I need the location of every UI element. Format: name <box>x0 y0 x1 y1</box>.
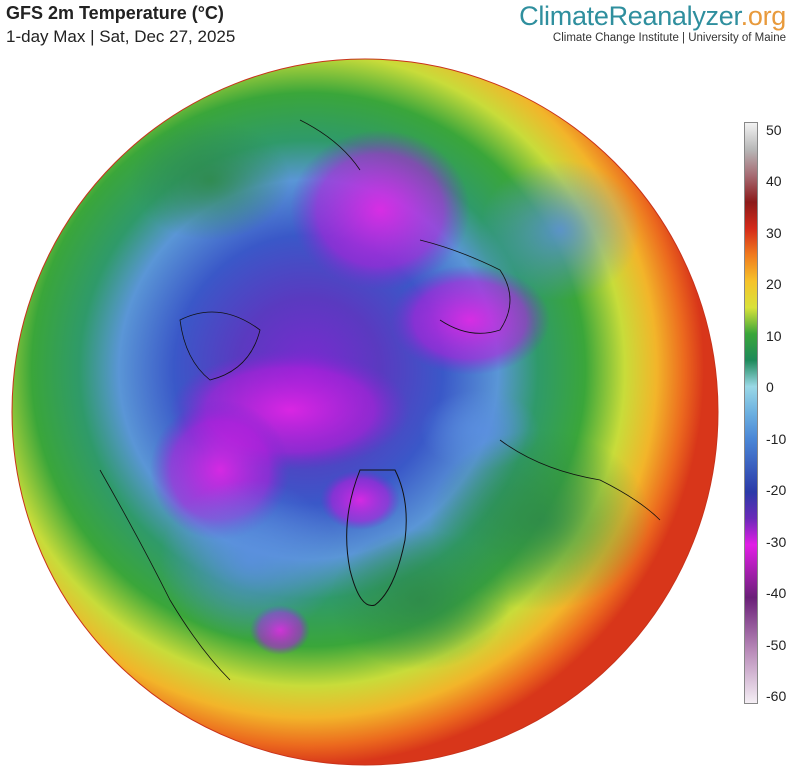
legend-tick-label: -50 <box>766 636 787 653</box>
brand-part-reanalyzer: Reanalyzer <box>608 1 741 31</box>
legend-color-bar <box>744 122 758 704</box>
legend-tick-label: -60 <box>766 688 787 704</box>
chart-title: GFS 2m Temperature (°C) <box>6 3 224 23</box>
brand-part-climate: Climate <box>519 1 609 31</box>
legend-tick-label: -30 <box>766 533 787 550</box>
legend-tick-label: -40 <box>766 585 787 602</box>
legend-tick-label: -10 <box>766 430 787 447</box>
chart-subtitle: 1-day Max | Sat, Dec 27, 2025 <box>6 27 236 46</box>
brand-logo[interactable]: ClimateReanalyzer.org <box>519 1 786 32</box>
legend-tick-label: 40 <box>766 173 782 190</box>
brand-part-org: .org <box>740 1 787 31</box>
legend-tick-label: 20 <box>766 276 782 293</box>
color-legend: 50 40 30 20 10 0 -10 -20 -30 -40 -50 -60 <box>744 122 786 704</box>
temperature-field <box>99 119 661 681</box>
legend-tick-label: 0 <box>766 379 774 396</box>
brand-subtitle: Climate Change Institute | University of… <box>552 32 786 44</box>
legend-tick-label: 50 <box>766 122 782 138</box>
legend-tick-label: 30 <box>766 224 782 241</box>
legend-tick-label: 10 <box>766 327 782 344</box>
legend-tick-label: -20 <box>766 482 787 499</box>
